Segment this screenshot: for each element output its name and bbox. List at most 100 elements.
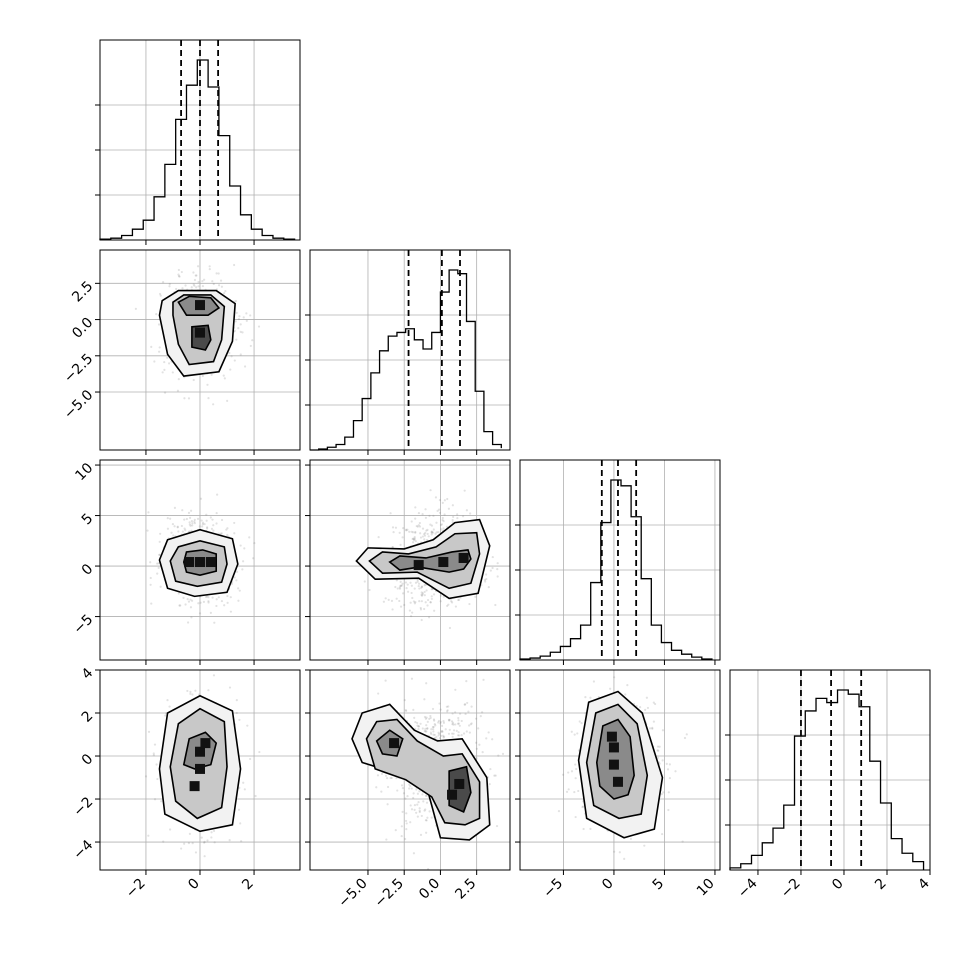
- sample-point: [683, 736, 687, 740]
- sample-point: [144, 775, 148, 778]
- sample-point: [414, 506, 417, 509]
- sample-point: [377, 536, 380, 539]
- sample-point: [398, 587, 402, 590]
- sample-point: [233, 576, 236, 579]
- sample-point: [210, 527, 214, 530]
- sample-point: [416, 580, 419, 583]
- sample-point: [189, 598, 192, 601]
- sample-point: [159, 532, 162, 535]
- sample-point: [437, 721, 440, 724]
- sample-point: [200, 836, 203, 839]
- sample-point: [428, 717, 431, 720]
- sample-point: [202, 600, 206, 603]
- sample-point: [668, 763, 671, 766]
- sample-point: [187, 600, 191, 603]
- sample-point: [237, 808, 241, 811]
- density-cell: [200, 738, 211, 749]
- sample-point: [439, 528, 443, 531]
- panel-content: [351, 677, 505, 870]
- histogram-step: [729, 689, 925, 870]
- sample-point: [185, 517, 188, 521]
- sample-point: [656, 756, 659, 759]
- sample-point: [239, 323, 242, 326]
- sample-point: [478, 743, 481, 746]
- sample-point: [417, 582, 421, 585]
- sample-point: [251, 339, 254, 342]
- sample-point: [201, 521, 205, 524]
- sample-point: [433, 723, 436, 726]
- sample-point: [175, 287, 178, 291]
- sample-point: [584, 696, 587, 699]
- sample-point: [421, 527, 425, 530]
- sample-point: [430, 531, 434, 534]
- histogram-panel: [95, 39, 301, 245]
- sample-point: [134, 307, 137, 310]
- sample-point: [420, 586, 423, 589]
- sample-point: [580, 722, 583, 725]
- sample-point: [439, 523, 442, 527]
- sample-point: [439, 722, 442, 725]
- sample-point: [416, 792, 419, 795]
- sample-point: [581, 805, 584, 809]
- sample-point: [425, 819, 428, 822]
- sample-point: [178, 275, 181, 278]
- sample-point: [438, 702, 441, 705]
- sample-point: [168, 705, 171, 708]
- sample-point: [437, 734, 440, 737]
- sample-point: [226, 533, 229, 537]
- sample-point: [460, 719, 463, 723]
- sample-point: [189, 690, 192, 694]
- sample-point: [408, 783, 411, 786]
- histogram-panel: −4 −2 0 2 4: [725, 669, 933, 901]
- sample-point: [404, 581, 408, 584]
- sample-point: [390, 776, 393, 780]
- sample-point: [238, 718, 241, 722]
- sample-point: [657, 749, 660, 752]
- sample-point: [425, 589, 428, 592]
- sample-point: [451, 732, 454, 735]
- sample-point: [417, 801, 420, 804]
- sample-point: [405, 828, 408, 831]
- sample-point: [440, 523, 444, 526]
- sample-point: [199, 601, 202, 604]
- sample-point: [149, 561, 152, 564]
- sample-point: [447, 732, 451, 735]
- sample-point: [376, 774, 380, 777]
- sample-point: [451, 723, 454, 726]
- sample-point: [193, 522, 196, 525]
- scatter-panel: [305, 459, 511, 665]
- density-cell: [454, 778, 465, 789]
- sample-point: [194, 274, 197, 277]
- sample-point: [220, 285, 224, 288]
- sample-point: [443, 499, 446, 502]
- sample-point: [194, 851, 198, 854]
- sample-point: [426, 598, 430, 602]
- density-cell: [184, 557, 195, 568]
- y-tick-label: 10: [72, 460, 96, 484]
- sample-point: [439, 708, 442, 711]
- sample-point: [150, 345, 153, 349]
- sample-point: [648, 727, 652, 730]
- sample-point: [416, 525, 419, 528]
- sample-point: [396, 587, 399, 590]
- sample-point: [432, 593, 436, 596]
- sample-point: [187, 511, 191, 514]
- density-cell: [189, 781, 200, 792]
- sample-point: [497, 754, 500, 757]
- sample-point: [451, 521, 454, 524]
- sample-point: [489, 767, 492, 771]
- y-tick-label: −5.0: [61, 387, 96, 422]
- sample-point: [629, 837, 633, 841]
- sample-point: [238, 786, 241, 789]
- sample-point: [389, 512, 392, 515]
- sample-point: [156, 572, 159, 575]
- sample-point: [424, 508, 427, 511]
- sample-point: [644, 708, 647, 712]
- sample-point: [417, 725, 421, 728]
- sample-point: [567, 788, 570, 791]
- sample-point: [245, 312, 248, 315]
- sample-point: [494, 603, 497, 607]
- sample-point: [409, 785, 412, 788]
- sample-point: [157, 323, 161, 326]
- sample-point: [448, 626, 452, 630]
